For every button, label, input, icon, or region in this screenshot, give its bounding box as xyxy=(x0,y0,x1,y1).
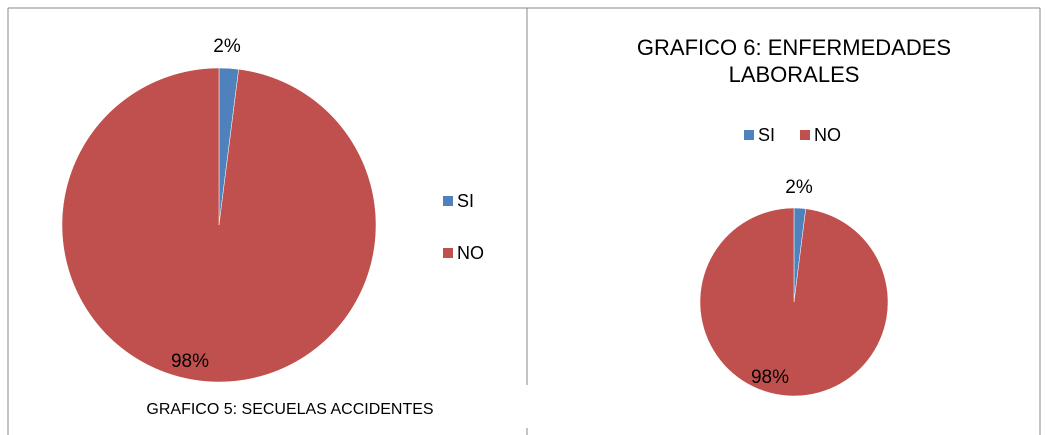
legend-label: SI xyxy=(457,191,474,211)
pie-slice xyxy=(61,67,377,383)
legend-swatch xyxy=(443,196,453,206)
legend-label: NO xyxy=(457,243,484,263)
legend-swatch xyxy=(443,248,453,258)
chart-title: GRAFICO 6: ENFERMEDADES LABORALES xyxy=(636,35,952,87)
legend-label: SI xyxy=(758,125,775,145)
data-label: 2% xyxy=(785,177,813,198)
pie-slice xyxy=(699,207,889,397)
data-label: 98% xyxy=(751,367,789,388)
chart-caption: GRAFICO 5: SECUELAS ACCIDENTES xyxy=(146,401,433,418)
legend-swatch xyxy=(744,130,754,140)
data-label: 2% xyxy=(213,36,241,57)
data-label: 98% xyxy=(171,351,209,372)
legend-swatch xyxy=(800,130,810,140)
legend-label: NO xyxy=(814,125,841,145)
